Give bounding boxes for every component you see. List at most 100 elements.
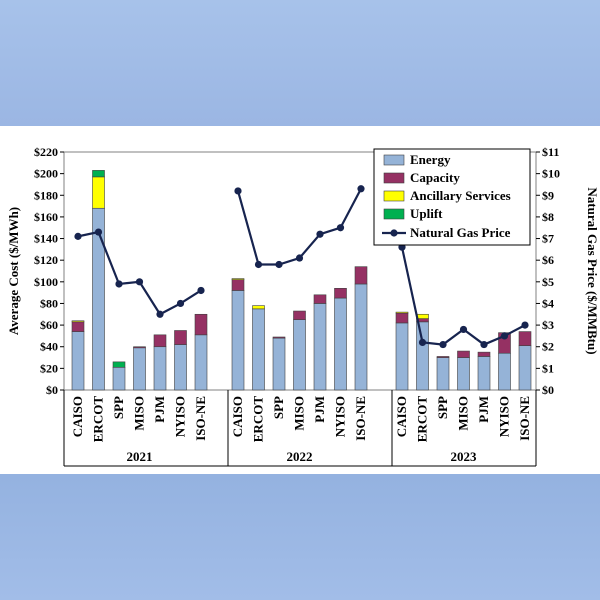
y-right-tick-label: $2	[542, 340, 554, 354]
y-left-tick-label: $180	[34, 188, 58, 202]
x-category-label: PJM	[476, 396, 491, 423]
bar-capacity-2022-iso-ne	[354, 266, 368, 285]
bar-capacity-2021-iso-ne	[194, 313, 208, 336]
y-left-tick-label: $20	[40, 361, 58, 375]
gas-price-point-2022-iso-ne	[357, 185, 365, 193]
bar-capacity-2023-spp	[436, 356, 450, 358]
bar-capacity-2023-caiso	[395, 312, 409, 324]
x-category-label: NYISO	[173, 396, 188, 437]
x-category-label: SPP	[111, 396, 126, 419]
bar-energy-2022-spp	[272, 337, 286, 391]
x-category-label: PJM	[152, 396, 167, 423]
bar-ancillary-services-2022-ercot	[252, 305, 265, 310]
y-left-tick-label: $120	[34, 253, 58, 267]
y-right-tick-label: $11	[542, 145, 559, 159]
group-label-2022: 2022	[287, 449, 313, 464]
x-category-label: NYISO	[333, 396, 348, 437]
x-category-label: MISO	[456, 396, 471, 431]
bar-capacity-2022-miso	[293, 310, 306, 320]
legend-label-capacity: Capacity	[410, 170, 460, 185]
y-right-tick-label: $9	[542, 188, 554, 202]
x-category-label: ERCOT	[415, 396, 430, 443]
bar-ancillary-services-2021-ercot	[92, 176, 105, 209]
bar-energy-2023-caiso	[395, 322, 409, 391]
y-left-tick-label: $100	[34, 275, 58, 289]
gas-price-point-2022-nyiso	[336, 224, 345, 232]
y-right-tick-label: $10	[542, 167, 560, 181]
blurred-background-bottom	[0, 474, 600, 600]
gas-price-point-2021-iso-ne	[197, 286, 205, 295]
y-right-tick-label: $0	[542, 383, 554, 397]
gas-price-point-2022-caiso	[234, 187, 242, 195]
x-category-label: ERCOT	[251, 396, 266, 443]
x-category-label: NYISO	[497, 396, 512, 437]
y-right-tick-label: $1	[542, 361, 554, 375]
group-label-2023: 2023	[451, 449, 478, 464]
x-category-label: ISO-NE	[353, 396, 368, 441]
bar-uplift-2021-spp	[112, 361, 126, 368]
bar-capacity-2022-spp	[272, 336, 286, 339]
x-category-label: CAISO	[70, 396, 85, 437]
gas-price-point-2023-iso-ne	[521, 321, 529, 329]
bar-energy-2022-iso-ne	[354, 283, 368, 391]
gas-price-point-2021-nyiso	[176, 299, 185, 308]
blurred-background-top	[0, 0, 600, 126]
bar-capacity-2022-caiso	[231, 279, 245, 291]
gas-price-point-2022-pjm	[316, 230, 324, 238]
y-left-tick-label: $60	[40, 318, 58, 332]
bar-capacity-2023-miso	[457, 350, 470, 358]
bar-energy-2021-caiso	[71, 331, 85, 391]
bar-capacity-2021-nyiso	[174, 330, 187, 345]
bar-energy-2021-pjm	[153, 346, 167, 391]
bar-ancillary-services-2023-caiso	[395, 311, 409, 314]
bar-energy-2021-miso	[133, 347, 146, 391]
legend-swatch-capacity	[383, 172, 405, 184]
chart-panel: $0 $20 $40 $60 $80 $100 $120 $140 $160 $180 $200 $2…	[0, 126, 600, 474]
legend-label-ancillary-services: Ancillary Services	[410, 188, 511, 203]
legend-swatch-ancillary-services	[383, 190, 405, 202]
bar-capacity-2022-pjm	[313, 294, 327, 304]
legend-swatch-uplift	[383, 208, 405, 220]
group-label-2021: 2021	[127, 449, 153, 464]
gas-price-point-2021-miso	[135, 278, 144, 286]
y-right-tick-label: $7	[542, 232, 554, 246]
bar-energy-2023-iso-ne	[518, 345, 532, 391]
x-category-label: CAISO	[230, 396, 245, 437]
cost-chart: $0 $20 $40 $60 $80 $100 $120 $140 $160 $180 $200 $2…	[6, 145, 600, 467]
bar-energy-2023-pjm	[477, 356, 491, 391]
gas-price-point-2023-nyiso	[500, 332, 509, 340]
gas-price-point-2022-ercot	[254, 260, 263, 269]
bar-energy-2023-spp	[436, 357, 450, 391]
bar-energy-2021-iso-ne	[194, 334, 208, 391]
y-right-tick-label: $5	[542, 275, 554, 289]
bar-capacity-2022-nyiso	[334, 288, 347, 299]
y-right-tick-label: $6	[542, 253, 554, 267]
bar-uplift-2021-ercot	[92, 170, 105, 178]
legend-swatch-natural-gas-price-marker	[390, 229, 398, 237]
y-left-tick-label: $80	[40, 296, 58, 310]
x-category-label: SPP	[271, 396, 286, 419]
y-left-tick-label: $200	[34, 167, 58, 181]
bar-energy-2021-spp	[112, 366, 126, 391]
x-category-label: ERCOT	[91, 396, 106, 443]
y-right-axis-title: Natural Gas Price ($/MMBtu)	[585, 187, 600, 354]
bar-capacity-2023-pjm	[477, 351, 491, 357]
gas-price-point-2022-miso	[295, 254, 304, 262]
gas-price-point-2023-pjm	[480, 340, 488, 349]
bar-energy-2022-pjm	[313, 303, 327, 391]
gas-price-point-2021-spp	[115, 280, 123, 288]
bar-energy-2023-miso	[457, 357, 470, 391]
y-right-tick-label: $3	[542, 318, 554, 332]
bar-energy-2023-ercot	[416, 321, 429, 391]
x-category-label: MISO	[292, 396, 307, 431]
gas-price-point-2023-miso	[459, 325, 468, 334]
gas-price-point-2022-spp	[275, 260, 283, 269]
bar-energy-2021-nyiso	[174, 344, 187, 391]
x-category-label: SPP	[435, 396, 450, 419]
x-category-label: ISO-NE	[517, 396, 532, 441]
gas-price-point-2023-ercot	[418, 338, 427, 346]
legend-label-uplift: Uplift	[410, 206, 443, 221]
y-left-tick-label: $40	[40, 340, 58, 354]
x-category-label: ISO-NE	[193, 396, 208, 441]
